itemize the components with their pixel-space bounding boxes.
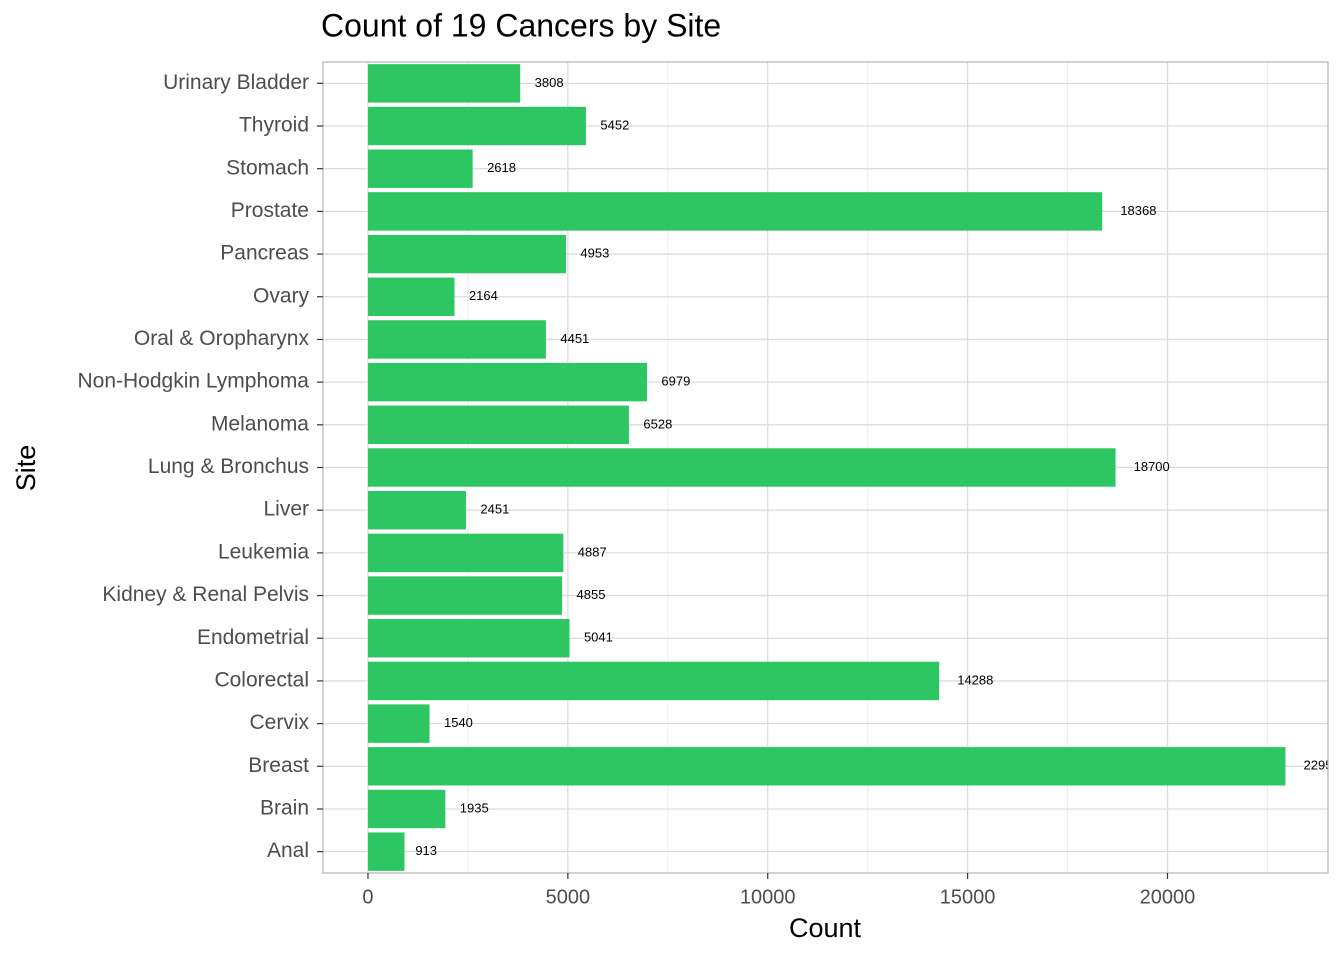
y-tick-label: Liver xyxy=(263,498,309,521)
value-label: 1935 xyxy=(460,800,489,815)
y-tick-label: Stomach xyxy=(226,156,309,179)
y-tick-label: Oral & Oropharynx xyxy=(134,327,310,350)
bar xyxy=(367,747,1286,786)
y-tick-label: Non-Hodgkin Lymphoma xyxy=(77,370,309,393)
value-label: 5041 xyxy=(584,630,613,645)
y-axis-title: Site xyxy=(11,445,41,492)
bar xyxy=(367,64,521,103)
x-tick-label: 0 xyxy=(362,886,373,908)
bar xyxy=(367,362,647,402)
value-label: 1540 xyxy=(444,715,473,730)
y-tick-label: Urinary Bladder xyxy=(163,71,309,94)
y-tick-label: Ovary xyxy=(253,284,310,307)
value-label: 6528 xyxy=(643,416,672,431)
value-label: 14288 xyxy=(957,672,993,687)
value-label: 18368 xyxy=(1120,203,1156,218)
y-tick-label: Prostate xyxy=(231,199,309,222)
bar xyxy=(367,405,629,445)
value-label: 4855 xyxy=(577,587,606,602)
y-tick-label: Brain xyxy=(260,797,309,820)
x-axis-title: Count xyxy=(789,913,862,943)
value-label: 22950 xyxy=(1304,758,1340,773)
value-label: 4953 xyxy=(580,246,609,261)
bar xyxy=(367,832,405,871)
y-tick-label: Thyroid xyxy=(239,114,309,137)
bar xyxy=(367,320,546,359)
bar xyxy=(367,576,563,615)
bar xyxy=(367,619,570,658)
bar xyxy=(367,106,586,146)
axes: 0 5000 10000 15000 20000 Anal Brain Breast Cervi… xyxy=(77,71,1195,908)
value-label: 18700 xyxy=(1134,459,1170,474)
chart-title: Count of 19 Cancers by Site xyxy=(321,7,721,43)
bar xyxy=(367,277,455,316)
value-label: 6979 xyxy=(661,374,690,389)
bar xyxy=(367,234,566,274)
value-label: 2451 xyxy=(480,502,509,517)
y-tick-label: Melanoma xyxy=(211,412,309,435)
y-tick-label: Kidney & Renal Pelvis xyxy=(102,583,309,606)
y-tick-label: Endometrial xyxy=(197,626,309,649)
bar xyxy=(367,448,1116,487)
x-tick-label: 5000 xyxy=(546,886,591,908)
bar xyxy=(367,704,430,743)
x-tick-label: 15000 xyxy=(940,886,996,908)
value-label: 4887 xyxy=(578,544,607,559)
value-label: 913 xyxy=(415,843,437,858)
value-label: 5452 xyxy=(600,117,629,132)
bar xyxy=(367,661,940,701)
bar xyxy=(367,533,564,573)
bar xyxy=(367,149,473,188)
y-tick-label: Colorectal xyxy=(214,668,309,691)
y-tick-label: Lung & Bronchus xyxy=(148,455,309,478)
value-label: 2618 xyxy=(487,160,516,175)
bar xyxy=(367,192,1103,231)
value-label: 4451 xyxy=(560,331,589,346)
y-tick-label: Cervix xyxy=(249,711,309,734)
plot-area: 913 1935 22950 1540 14288 5041 4855 4887 2451 187… xyxy=(367,64,1340,871)
value-label: 2164 xyxy=(469,288,498,303)
y-tick-label: Breast xyxy=(248,754,309,777)
value-label: 3808 xyxy=(535,75,564,90)
x-tick-label: 10000 xyxy=(740,886,796,908)
y-tick-label: Pancreas xyxy=(220,242,309,265)
y-tick-label: Leukemia xyxy=(218,540,309,563)
x-tick-label: 20000 xyxy=(1140,886,1196,908)
bar xyxy=(367,490,466,530)
y-tick-label: Anal xyxy=(267,839,309,862)
bar xyxy=(367,789,446,829)
